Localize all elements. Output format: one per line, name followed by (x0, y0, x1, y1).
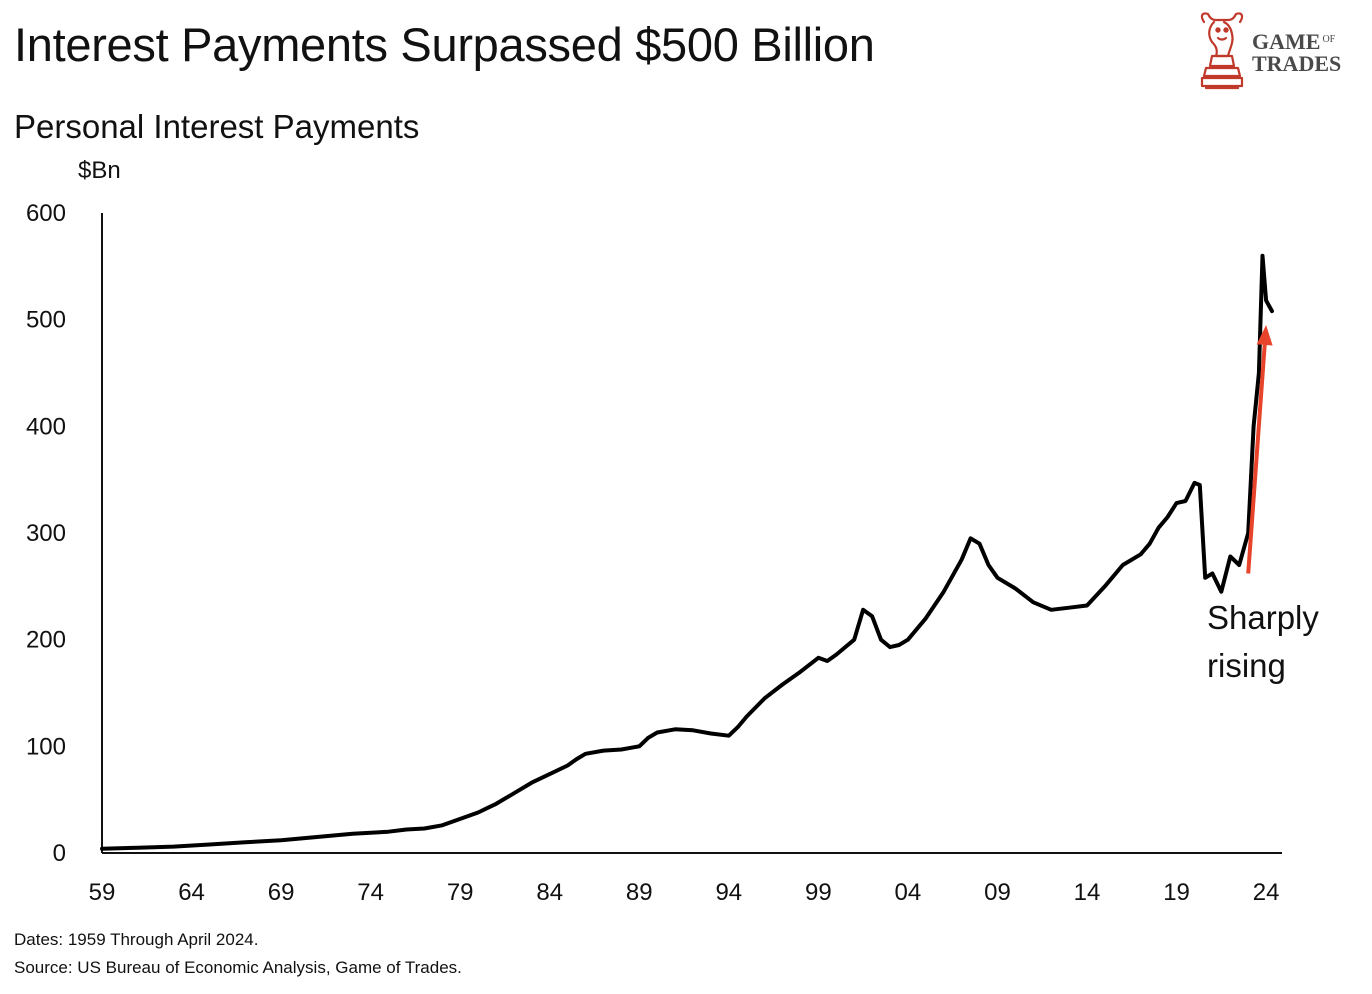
x-tick-label: 69 (268, 879, 295, 906)
y-tick-label: 300 (26, 520, 66, 547)
logo-word-of: OF (1322, 34, 1336, 45)
x-tick-label: 94 (715, 879, 742, 906)
y-axis-ticks: 0 100 200 300 400 500 600 (26, 200, 66, 867)
game-of-trades-logo: GAME OF TRADES (1196, 10, 1358, 94)
y-tick-label: 0 (53, 840, 66, 867)
y-tick-label: 200 (26, 627, 66, 654)
y-tick-label: 600 (26, 200, 66, 227)
arrow-shaft (1246, 344, 1267, 574)
x-tick-label: 79 (447, 879, 474, 906)
y-tick-label: 100 (26, 733, 66, 760)
series-line (100, 253, 1274, 851)
y-tick-label: 500 (26, 307, 66, 334)
arrow-head (1256, 325, 1273, 346)
footnote-dates: Dates: 1959 Through April 2024. (14, 930, 259, 949)
y-tick-label: 400 (26, 413, 66, 440)
x-tick-label: 04 (895, 879, 922, 906)
x-tick-label: 09 (984, 879, 1011, 906)
x-tick-label: 74 (357, 879, 384, 906)
x-tick-label: 84 (536, 879, 563, 906)
footnote-source: Source: US Bureau of Economic Analysis, … (14, 958, 462, 977)
bull-knight-logo-icon (1200, 12, 1244, 90)
logo-word-game: GAME (1252, 29, 1321, 54)
x-tick-label: 89 (626, 879, 653, 906)
annotation-text-line: rising (1207, 647, 1286, 684)
logo-wordmark-top: GAME OF (1252, 28, 1335, 54)
annotation-group: Sharply rising (1207, 325, 1319, 684)
x-tick-label: 14 (1074, 879, 1101, 906)
x-tick-label: 99 (805, 879, 832, 906)
y-axis-label: $Bn (78, 157, 121, 184)
page-title: Interest Payments Surpassed $500 Billion (14, 18, 875, 71)
logo-word-trades: TRADES (1252, 51, 1342, 76)
x-tick-label: 59 (89, 879, 116, 906)
x-tick-label: 19 (1163, 879, 1190, 906)
chart-title: Personal Interest Payments (14, 108, 420, 145)
x-axis-ticks: 59 64 69 74 79 84 89 94 99 04 09 14 19 24 (89, 879, 1280, 906)
x-tick-label: 64 (178, 879, 205, 906)
annotation-text-line: Sharply (1207, 599, 1319, 636)
series-lines (100, 253, 1274, 851)
x-tick-label: 24 (1253, 879, 1280, 906)
